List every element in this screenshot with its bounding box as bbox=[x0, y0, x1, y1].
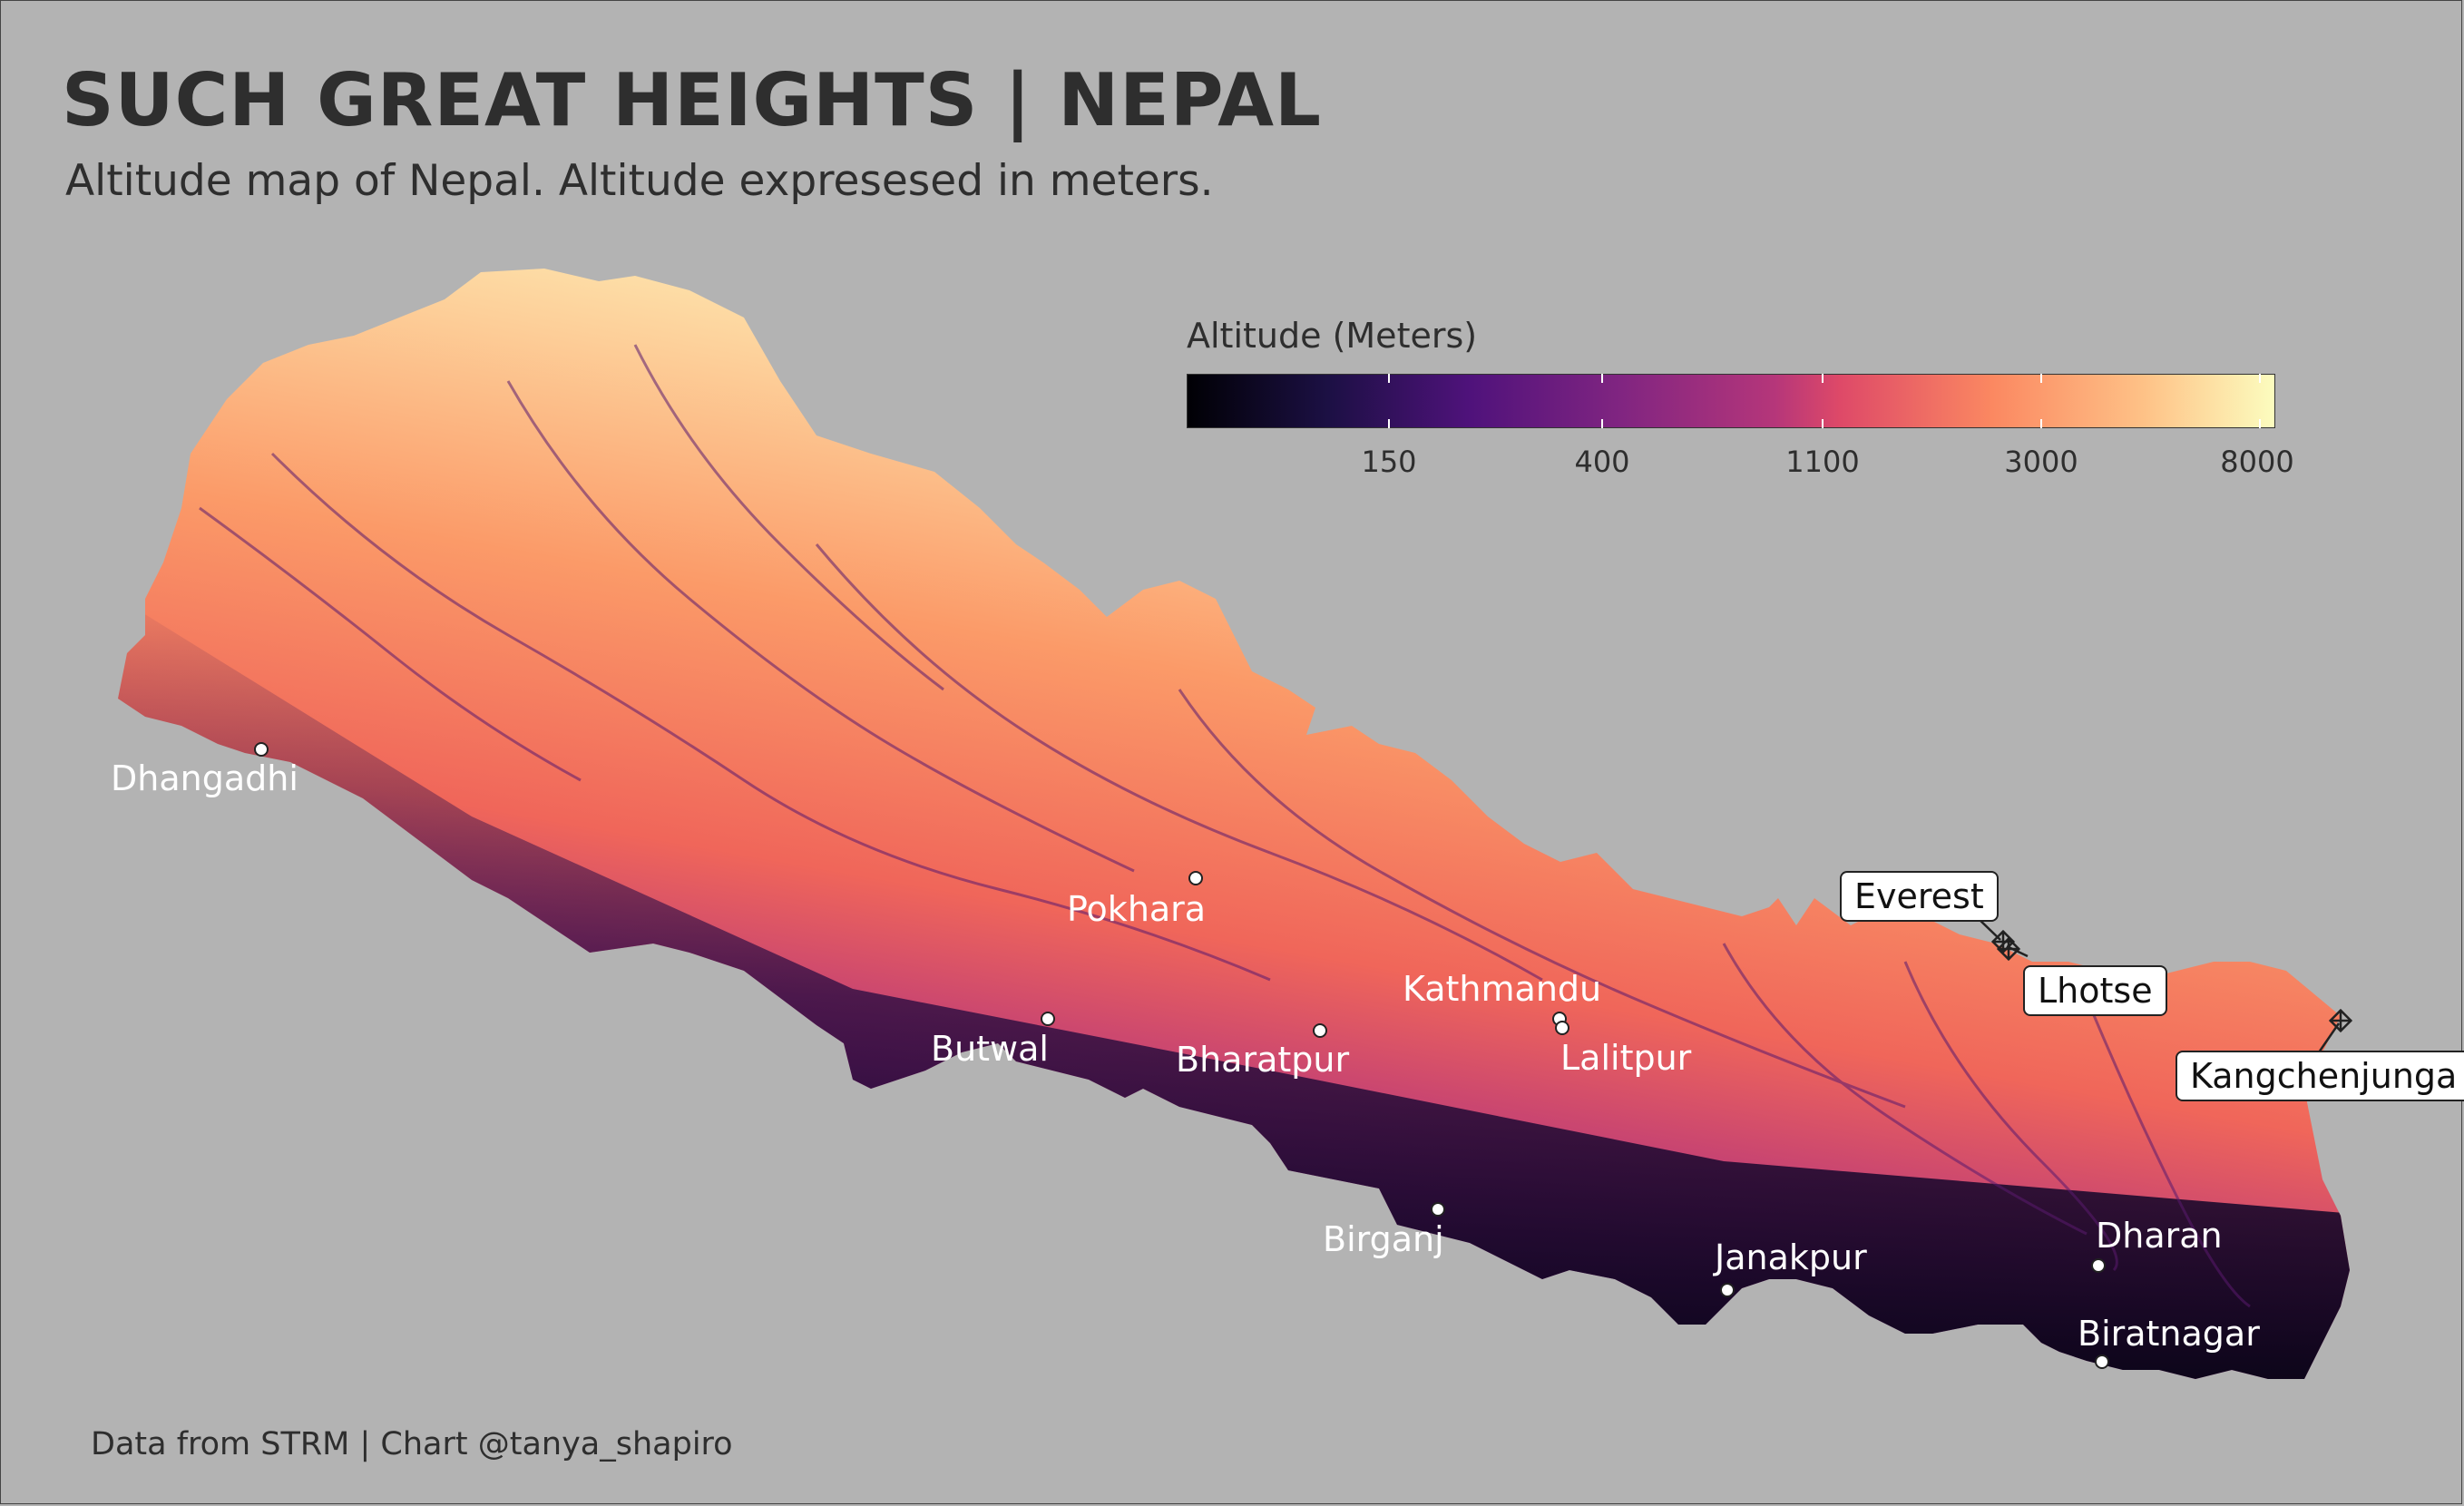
city-label-dhangadhi: Dhangadhi bbox=[111, 758, 298, 798]
city-label-kathmandu: Kathmandu bbox=[1403, 969, 1602, 1009]
city-label-janakpur: Janakpur bbox=[1715, 1237, 1867, 1277]
legend-tick-top bbox=[2040, 374, 2042, 383]
peak-marker-kangchenjunga bbox=[2328, 1008, 2353, 1033]
legend-tick-bottom bbox=[2259, 419, 2261, 428]
city-point-bharatpur bbox=[1313, 1023, 1327, 1038]
chart-caption: Data from STRM | Chart @tanya_shapiro bbox=[91, 1426, 733, 1462]
peak-markers bbox=[1975, 915, 2353, 1053]
peak-label-kangchenjunga: Kangchenjunga bbox=[2176, 1051, 2464, 1101]
legend-tick-label: 400 bbox=[1574, 445, 1630, 479]
legend-tick-bottom bbox=[2040, 419, 2042, 428]
legend-color-bar bbox=[1187, 374, 2275, 428]
legend-tick-label: 8000 bbox=[2220, 445, 2294, 479]
city-point-lalitpur bbox=[1555, 1021, 1569, 1035]
legend-tick-top bbox=[2259, 374, 2261, 383]
city-points bbox=[254, 742, 2109, 1369]
legend-title: Altitude (Meters) bbox=[1187, 316, 1478, 356]
chart-title: SUCH GREAT HEIGHTS | NEPAL bbox=[62, 58, 1323, 142]
city-point-dhangadhi bbox=[254, 742, 269, 757]
city-point-butwal bbox=[1041, 1012, 1055, 1026]
city-label-lalitpur: Lalitpur bbox=[1560, 1038, 1692, 1078]
legend-tick-top bbox=[1388, 374, 1390, 383]
city-point-dharan bbox=[2091, 1258, 2106, 1273]
city-point-birganj bbox=[1431, 1202, 1445, 1217]
city-label-bharatpur: Bharatpur bbox=[1176, 1040, 1350, 1080]
city-point-janakpur bbox=[1720, 1283, 1735, 1297]
legend-tick-bottom bbox=[1601, 419, 1603, 428]
peak-marker-lhotse bbox=[1996, 936, 2021, 962]
city-point-pokhara bbox=[1188, 871, 1203, 885]
city-point-biratnagar bbox=[2095, 1354, 2109, 1369]
legend-tick-label: 1100 bbox=[1785, 445, 1860, 479]
peak-label-everest: Everest bbox=[1840, 871, 1999, 922]
chart-subtitle: Altitude map of Nepal. Altitude expreses… bbox=[65, 156, 1214, 206]
legend-tick-label: 3000 bbox=[2004, 445, 2078, 479]
legend-tick-label: 150 bbox=[1361, 445, 1417, 479]
city-label-birganj: Birganj bbox=[1323, 1219, 1444, 1259]
city-label-butwal: Butwal bbox=[931, 1029, 1049, 1069]
legend-tick-top bbox=[1822, 374, 1824, 383]
legend-tick-top bbox=[1601, 374, 1603, 383]
peak-label-lhotse: Lhotse bbox=[2023, 965, 2167, 1016]
city-label-pokhara: Pokhara bbox=[1067, 889, 1207, 929]
legend-tick-bottom bbox=[1822, 419, 1824, 428]
legend-bar-border bbox=[1187, 374, 2275, 428]
city-label-dharan: Dharan bbox=[2096, 1216, 2223, 1256]
legend-tick-bottom bbox=[1388, 419, 1390, 428]
city-label-biratnagar: Biratnagar bbox=[2078, 1314, 2260, 1354]
